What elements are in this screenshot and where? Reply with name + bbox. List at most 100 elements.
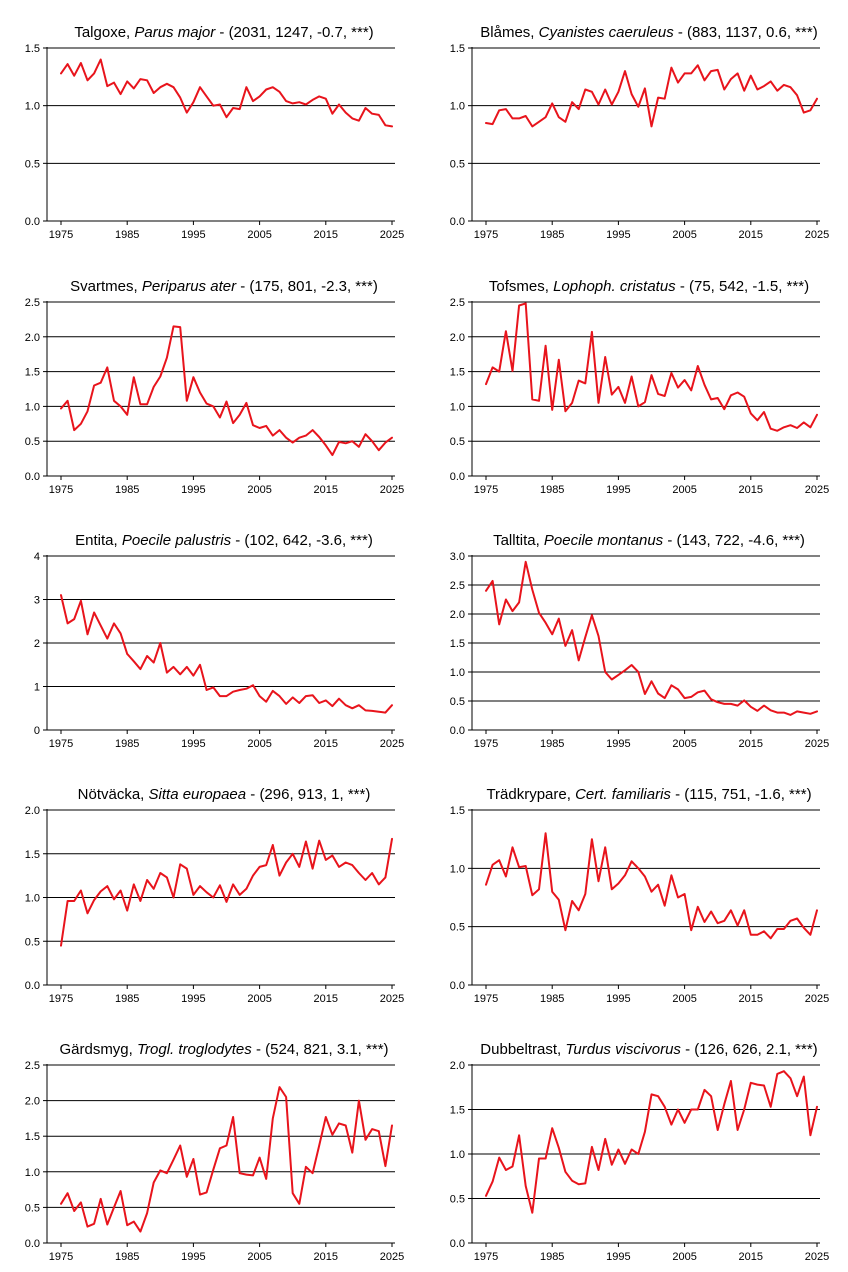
y-tick-label: 2.0 [25, 805, 40, 817]
chart-panel: Dubbeltrast, Turdus viscivorus - (126, 6… [450, 1041, 830, 1263]
x-tick-label: 2025 [805, 993, 829, 1005]
x-tick-label: 2025 [380, 993, 404, 1005]
title-latin-name: Sitta europaea [149, 786, 247, 803]
y-tick-label: 2.5 [25, 1060, 40, 1072]
y-tick-label: 1.0 [450, 401, 465, 413]
x-tick-label: 1985 [115, 484, 139, 496]
chart-title: Nötväcka, Sitta europaea - (296, 913, 1,… [78, 786, 371, 803]
y-tick-label: 0.0 [450, 1238, 465, 1250]
x-tick-label: 2005 [247, 1251, 271, 1263]
x-tick-label: 1995 [181, 229, 205, 241]
y-tick-label: 1.5 [25, 849, 40, 861]
title-latin-name: Periparus ater [142, 278, 237, 295]
x-tick-label: 2015 [739, 1251, 763, 1263]
title-common-name: Talgoxe, [74, 24, 134, 41]
series-line [485, 64, 818, 128]
y-tick-label: 1.5 [25, 1131, 40, 1143]
series-line [485, 560, 818, 716]
x-tick-label: 2015 [314, 1251, 338, 1263]
x-tick-label: 2005 [672, 738, 696, 750]
title-stats: - (296, 913, 1, ***) [246, 786, 370, 803]
series-line [60, 594, 393, 714]
y-tick-label: 0.0 [25, 980, 40, 992]
y-tick-label: 0.5 [25, 158, 40, 170]
title-common-name: Entita, [75, 532, 122, 549]
x-tick-label: 2005 [672, 1251, 696, 1263]
y-tick-label: 0.0 [450, 216, 465, 228]
x-tick-label: 1975 [474, 1251, 498, 1263]
series-line [485, 302, 818, 432]
x-tick-label: 1975 [49, 738, 73, 750]
y-tick-label: 2.0 [25, 332, 40, 344]
title-latin-name: Trogl. troglodytes [137, 1041, 252, 1058]
chart-title: Dubbeltrast, Turdus viscivorus - (126, 6… [480, 1041, 817, 1058]
x-tick-label: 1975 [49, 484, 73, 496]
y-tick-label: 1.0 [25, 1167, 40, 1179]
x-tick-label: 2015 [739, 229, 763, 241]
y-tick-label: 1.0 [25, 101, 40, 113]
x-tick-label: 2025 [805, 229, 829, 241]
title-stats: - (75, 542, -1.5, ***) [676, 278, 809, 295]
title-common-name: Trädkrypare, [486, 786, 575, 803]
x-tick-label: 1975 [474, 484, 498, 496]
y-tick-label: 1.5 [25, 367, 40, 379]
chart-panel: Trädkrypare, Cert. familiaris - (115, 75… [450, 786, 830, 1005]
chart-title: Talltita, Poecile montanus - (143, 722, … [493, 532, 805, 549]
y-tick-label: 0.5 [450, 158, 465, 170]
title-common-name: Tofsmes, [489, 278, 553, 295]
y-tick-label: 0 [34, 725, 40, 737]
y-tick-label: 1.0 [450, 101, 465, 113]
x-tick-label: 2025 [380, 484, 404, 496]
title-latin-name: Poecile montanus [544, 532, 664, 549]
x-tick-label: 2015 [739, 738, 763, 750]
x-tick-label: 1985 [115, 738, 139, 750]
y-tick-label: 4 [34, 551, 40, 563]
chart-panel: Talltita, Poecile montanus - (143, 722, … [450, 532, 830, 750]
series-line [60, 325, 393, 457]
title-common-name: Blåmes, [480, 24, 538, 41]
series-line [60, 1086, 393, 1233]
chart-panel: Svartmes, Periparus ater - (175, 801, -2… [25, 278, 405, 496]
y-tick-label: 1.0 [450, 1149, 465, 1161]
title-stats: - (883, 1137, 0.6, ***) [674, 24, 818, 41]
x-tick-label: 2005 [247, 484, 271, 496]
y-tick-label: 2.5 [450, 580, 465, 592]
y-tick-label: 0.5 [450, 1194, 465, 1206]
y-tick-label: 2.0 [450, 332, 465, 344]
y-tick-label: 3.0 [450, 551, 465, 563]
y-tick-label: 1.0 [25, 401, 40, 413]
x-tick-label: 2015 [314, 738, 338, 750]
x-tick-label: 1985 [115, 993, 139, 1005]
series-line [485, 1070, 818, 1214]
x-tick-label: 1985 [115, 229, 139, 241]
x-tick-label: 1995 [606, 1251, 630, 1263]
y-tick-label: 1.5 [450, 1105, 465, 1117]
chart-panel: Tofsmes, Lophoph. cristatus - (75, 542, … [450, 278, 830, 496]
x-tick-label: 2025 [805, 738, 829, 750]
x-tick-label: 1985 [540, 738, 564, 750]
chart-title: Trädkrypare, Cert. familiaris - (115, 75… [486, 786, 811, 803]
x-tick-label: 2015 [314, 484, 338, 496]
title-latin-name: Cert. familiaris [575, 786, 671, 803]
x-tick-label: 2005 [672, 993, 696, 1005]
x-tick-label: 1975 [474, 738, 498, 750]
x-tick-label: 2015 [739, 484, 763, 496]
y-tick-label: 1 [34, 682, 40, 694]
title-latin-name: Parus major [134, 24, 216, 41]
title-latin-name: Turdus viscivorus [565, 1041, 681, 1058]
x-tick-label: 2025 [380, 1251, 404, 1263]
chart-panel: Talgoxe, Parus major - (2031, 1247, -0.7… [25, 24, 405, 241]
title-common-name: Svartmes, [70, 278, 142, 295]
y-tick-label: 0.5 [25, 936, 40, 948]
y-tick-label: 1.5 [25, 43, 40, 55]
x-tick-label: 2015 [314, 229, 338, 241]
y-tick-label: 0.5 [450, 436, 465, 448]
title-latin-name: Cyanistes caeruleus [539, 24, 675, 41]
y-tick-label: 1.5 [450, 367, 465, 379]
title-common-name: Nötväcka, [78, 786, 149, 803]
x-tick-label: 1985 [115, 1251, 139, 1263]
series-line [60, 58, 393, 128]
chart-title: Svartmes, Periparus ater - (175, 801, -2… [70, 278, 378, 295]
y-tick-label: 0.0 [450, 725, 465, 737]
y-tick-label: 0.0 [25, 471, 40, 483]
